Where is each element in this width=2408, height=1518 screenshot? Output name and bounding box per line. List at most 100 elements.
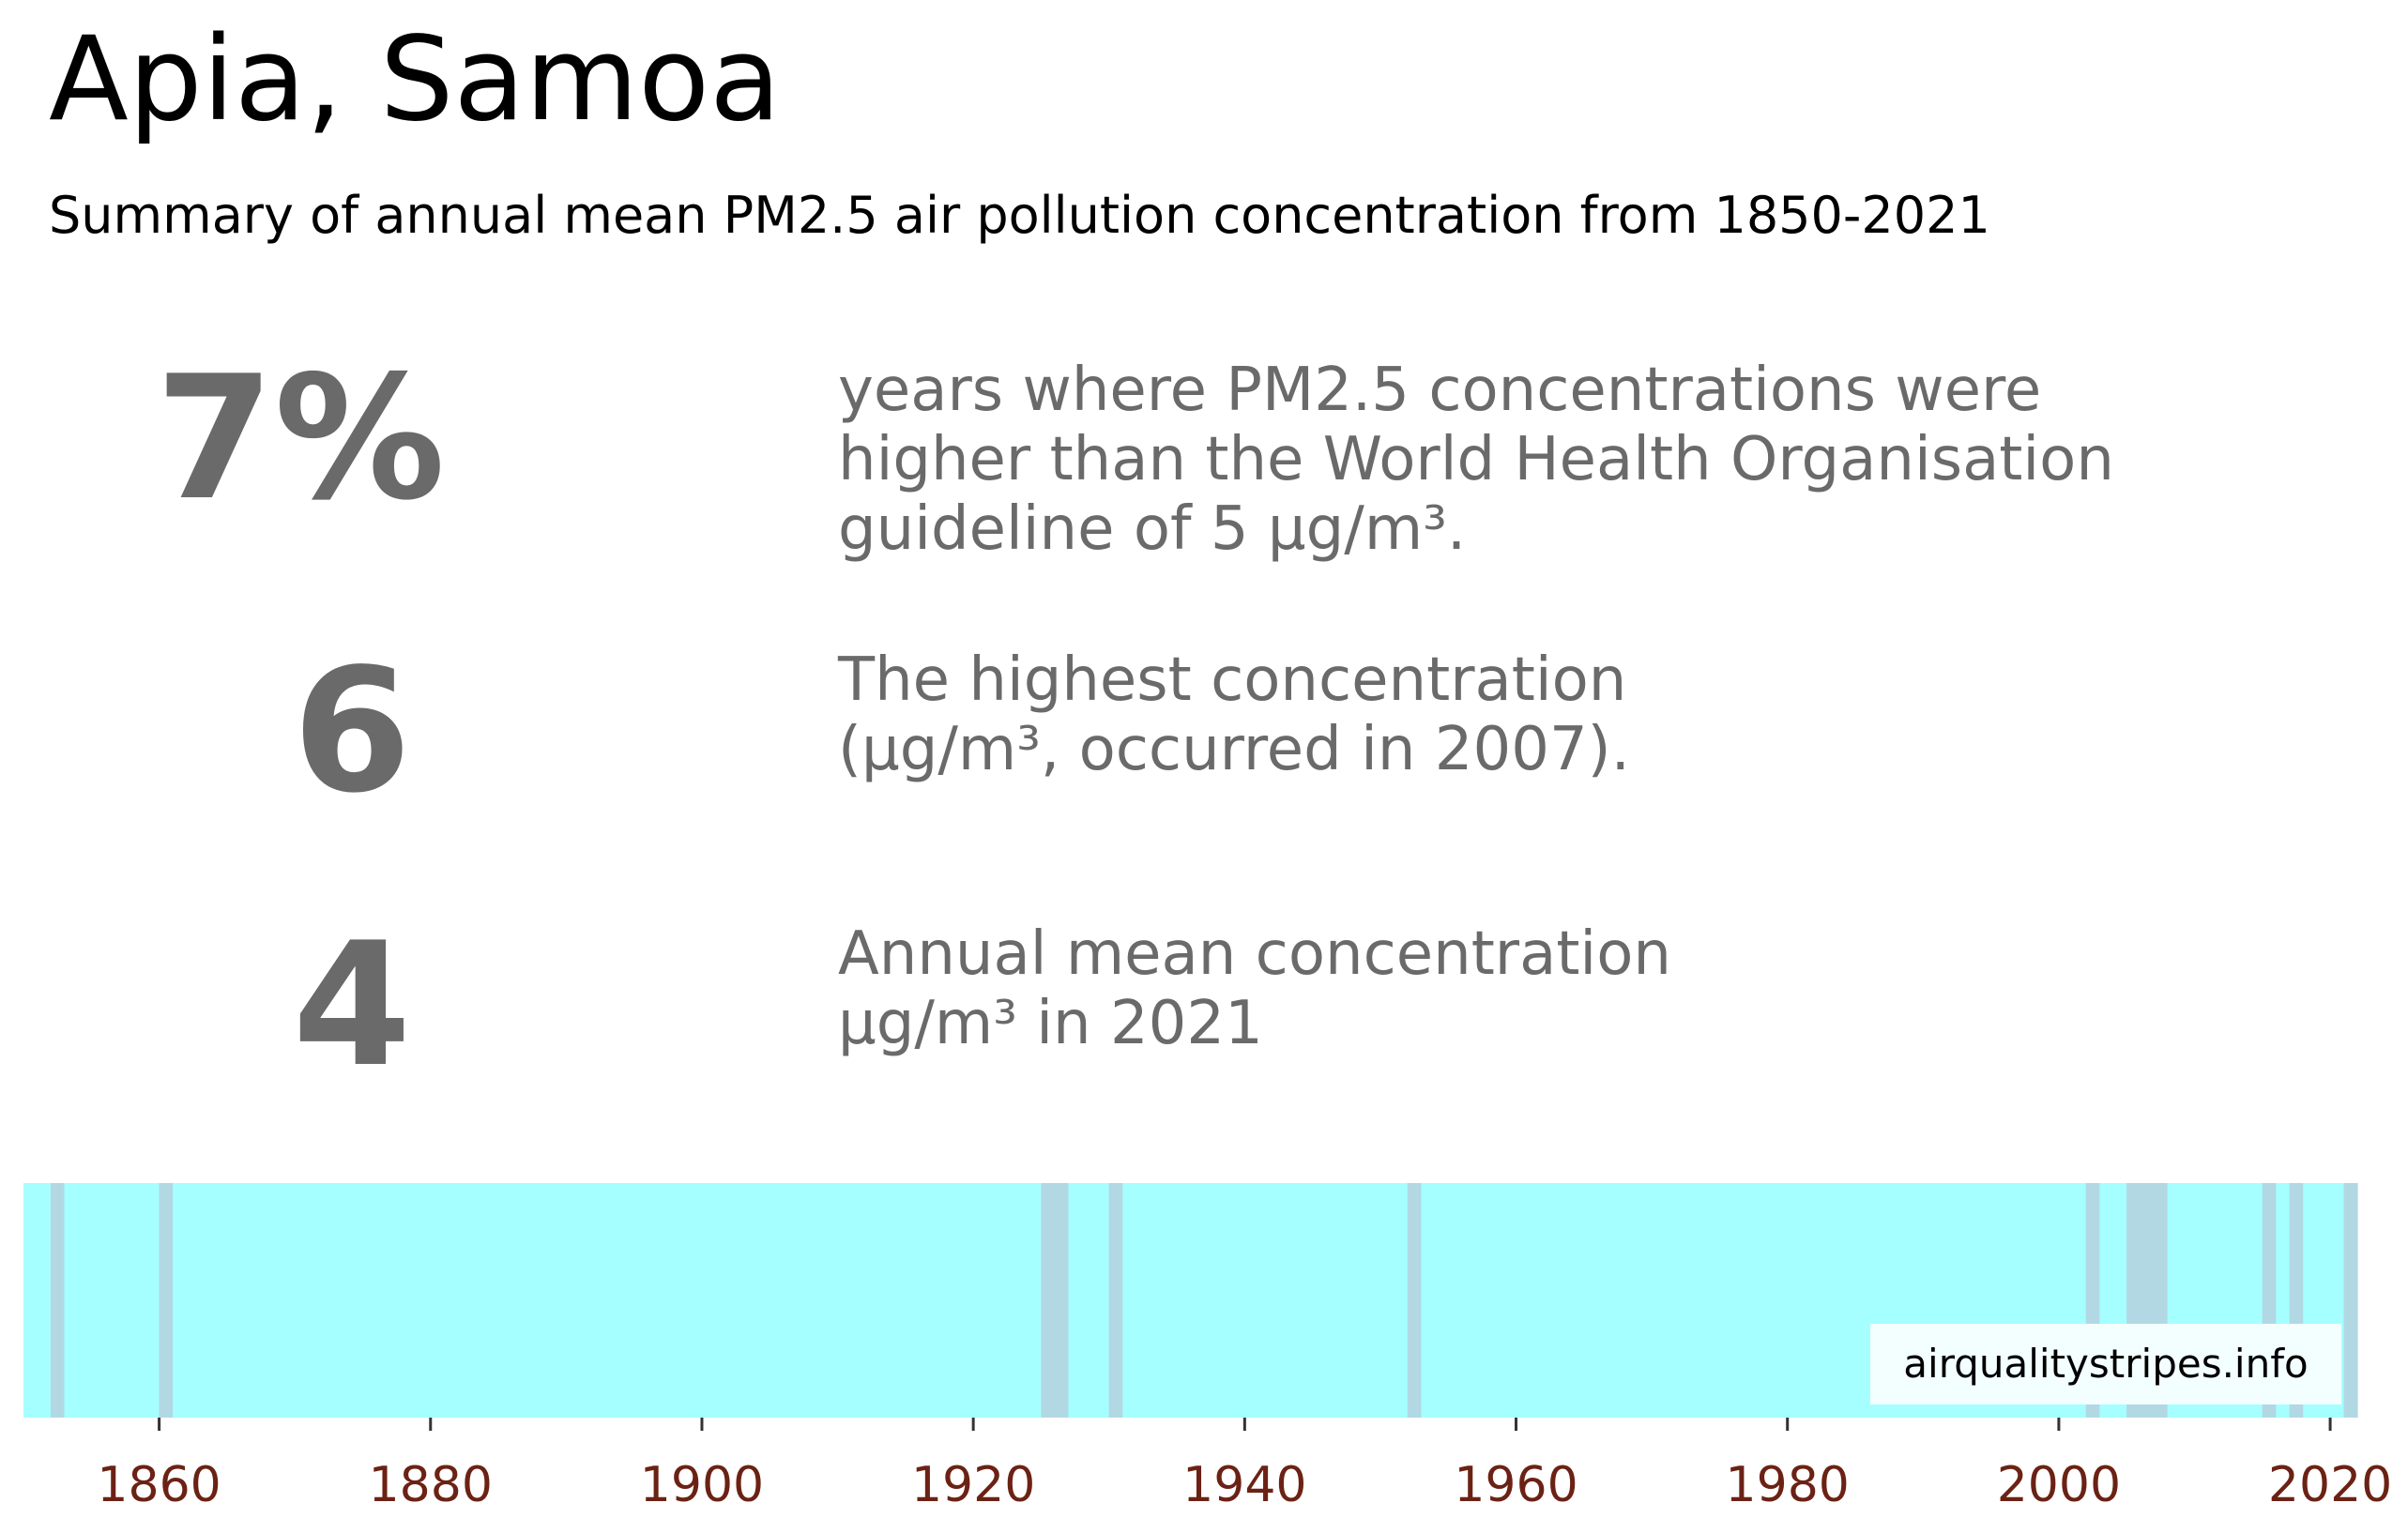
- stripe-1940: [1244, 1183, 1259, 1418]
- stripe-1856: [104, 1183, 119, 1418]
- stripe-1867: [253, 1183, 268, 1418]
- stripe-above-1925: [1041, 1183, 1055, 1418]
- stripe-1861: [173, 1183, 188, 1418]
- stripe-1877: [389, 1183, 404, 1418]
- stat-description-line: Annual mean concentration: [838, 919, 1671, 989]
- stripe-1938: [1217, 1183, 1232, 1418]
- stripe-1899: [688, 1183, 703, 1418]
- stripe-1864: [213, 1183, 228, 1418]
- stripe-1972: [1679, 1183, 1694, 1418]
- stripe-1875: [362, 1183, 377, 1418]
- x-tick-label: 1860: [97, 1457, 221, 1513]
- stripe-1897: [661, 1183, 676, 1418]
- stripe-1859: [145, 1183, 160, 1418]
- stripe-1982: [1814, 1183, 1829, 1418]
- stripe-1935: [1177, 1183, 1192, 1418]
- stripe-1881: [444, 1183, 459, 1418]
- stripe-1883: [471, 1183, 486, 1418]
- stripe-1950: [1379, 1183, 1395, 1418]
- stripe-1958: [1488, 1183, 1503, 1418]
- page-title: Apia, Samoa: [49, 12, 782, 147]
- stripe-1863: [199, 1183, 215, 1418]
- stripe-1893: [606, 1183, 621, 1418]
- stripe-1919: [959, 1183, 974, 1418]
- stripe-1948: [1353, 1183, 1368, 1418]
- stripe-1911: [851, 1183, 866, 1418]
- stripe-1892: [593, 1183, 608, 1418]
- stripe-1915: [905, 1183, 920, 1418]
- stripe-1934: [1163, 1183, 1178, 1418]
- stripe-1962: [1543, 1183, 1558, 1418]
- stripe-1943: [1285, 1183, 1300, 1418]
- stripe-1851: [37, 1183, 52, 1418]
- x-tick-label: 1960: [1454, 1457, 1577, 1513]
- stripe-1965: [1583, 1183, 1598, 1418]
- stat-value-latest: 4: [292, 905, 412, 1104]
- stripe-1960: [1516, 1183, 1531, 1418]
- stripe-1944: [1299, 1183, 1314, 1418]
- stripe-1857: [118, 1183, 133, 1418]
- stripe-1956: [1461, 1183, 1476, 1418]
- stripe-1876: [375, 1183, 390, 1418]
- stripe-1946: [1326, 1183, 1341, 1418]
- stripe-1969: [1638, 1183, 1653, 1418]
- stripe-1954: [1434, 1183, 1449, 1418]
- stripe-1971: [1665, 1183, 1680, 1418]
- stripe-above-1952: [1407, 1183, 1422, 1418]
- stripe-1941: [1257, 1183, 1273, 1418]
- stripe-1890: [566, 1183, 581, 1418]
- stripe-1872: [322, 1183, 337, 1418]
- stripe-1970: [1652, 1183, 1667, 1418]
- stripe-1976: [1732, 1183, 1747, 1418]
- stat-value-highest: 6: [292, 631, 412, 830]
- stripe-1888: [539, 1183, 554, 1418]
- stripe-1966: [1597, 1183, 1612, 1418]
- stripe-1894: [620, 1183, 635, 1418]
- stripe-1978: [1760, 1183, 1775, 1418]
- page-subtitle: Summary of annual mean PM2.5 air polluti…: [49, 186, 1990, 245]
- stripe-above-1926: [1054, 1183, 1069, 1418]
- stripe-1866: [240, 1183, 255, 1418]
- stripe-1896: [648, 1183, 663, 1418]
- stripe-above-1930: [1108, 1183, 1123, 1418]
- stripe-1898: [675, 1183, 690, 1418]
- stripe-1973: [1692, 1183, 1707, 1418]
- stripe-above-2021: [2343, 1183, 2357, 1418]
- stripe-1873: [335, 1183, 350, 1418]
- stripe-1964: [1570, 1183, 1585, 1418]
- stripe-1922: [1000, 1183, 1015, 1418]
- stripe-1953: [1421, 1183, 1436, 1418]
- stripe-1932: [1135, 1183, 1151, 1418]
- stripe-1903: [742, 1183, 757, 1418]
- stripe-1961: [1529, 1183, 1545, 1418]
- stripe-1929: [1095, 1183, 1110, 1418]
- x-tick-label: 1980: [1726, 1457, 1850, 1513]
- stat-description-latest: Annual mean concentration µg/m³ in 2021: [838, 919, 1671, 1058]
- stripe-1955: [1448, 1183, 1463, 1418]
- stripe-1906: [783, 1183, 798, 1418]
- stripe-1855: [91, 1183, 106, 1418]
- stripe-1923: [1013, 1183, 1029, 1418]
- stripe-1968: [1624, 1183, 1639, 1418]
- stripe-1967: [1610, 1183, 1625, 1418]
- stripe-1912: [864, 1183, 879, 1418]
- stripe-1984: [1841, 1183, 1856, 1418]
- stripe-1865: [226, 1183, 241, 1418]
- stripe-1936: [1190, 1183, 1205, 1418]
- stripe-above-1860: [159, 1183, 174, 1418]
- stripe-1939: [1230, 1183, 1245, 1418]
- x-axis-ticks: 1860 1880 1900 1920 1940 1960 1980 2000 2020: [97, 1418, 2392, 1513]
- stripe-1931: [1122, 1183, 1137, 1418]
- stripe-1886: [511, 1183, 526, 1418]
- stripe-1927: [1068, 1183, 1083, 1418]
- stripe-1945: [1312, 1183, 1327, 1418]
- x-tick-label: 1880: [369, 1457, 493, 1513]
- stripe-above-1852: [50, 1183, 65, 1418]
- stripe-1874: [349, 1183, 364, 1418]
- stat-description-line: µg/m³ in 2021: [838, 989, 1263, 1058]
- stripe-1853: [64, 1183, 79, 1418]
- stat-description-exceedance: years where PM2.5 concentrations were hi…: [838, 356, 2114, 564]
- x-tick-label: 2000: [1997, 1457, 2121, 1513]
- stripe-1947: [1339, 1183, 1354, 1418]
